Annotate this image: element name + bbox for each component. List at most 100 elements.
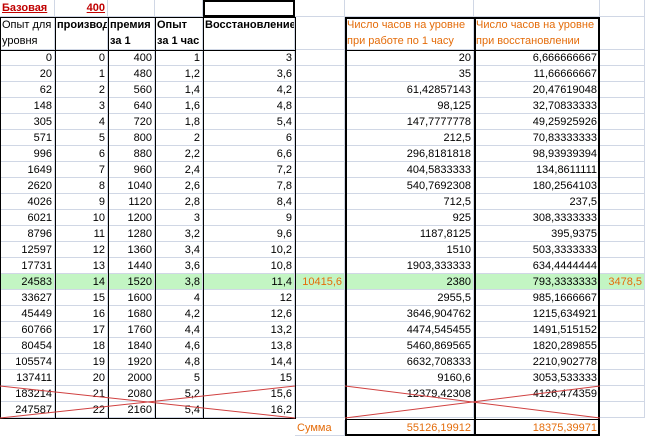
data-cell[interactable]: 3,6 bbox=[155, 258, 203, 274]
data-cell[interactable]: 2,2 bbox=[155, 146, 203, 162]
data-cell[interactable]: 0 bbox=[55, 50, 108, 66]
data-cell[interactable]: 8796 bbox=[0, 226, 55, 242]
data-cell[interactable]: 12597 bbox=[0, 242, 55, 258]
cell[interactable] bbox=[108, 0, 155, 17]
cell[interactable] bbox=[295, 146, 345, 162]
data-cell[interactable]: 1,6 bbox=[155, 98, 203, 114]
cell[interactable] bbox=[600, 66, 645, 82]
data-cell[interactable]: 2620 bbox=[0, 178, 55, 194]
data-cell[interactable]: 237,5 bbox=[474, 194, 600, 210]
data-cell[interactable]: 2080 bbox=[108, 386, 155, 402]
column-header[interactable]: Число часов на уровне при восстановлении bbox=[474, 17, 600, 50]
data-cell[interactable]: 6021 bbox=[0, 210, 55, 226]
cell[interactable] bbox=[295, 258, 345, 274]
cell[interactable] bbox=[600, 50, 645, 66]
cell[interactable] bbox=[295, 226, 345, 242]
data-cell[interactable]: 1,4 bbox=[155, 82, 203, 98]
data-cell[interactable]: 35 bbox=[345, 66, 474, 82]
data-cell[interactable]: 296,8181818 bbox=[345, 146, 474, 162]
data-cell[interactable]: 1491,515152 bbox=[474, 322, 600, 338]
cell[interactable] bbox=[295, 242, 345, 258]
data-cell[interactable]: 24583 bbox=[0, 274, 55, 290]
data-cell[interactable]: 20,47619048 bbox=[474, 82, 600, 98]
cell[interactable] bbox=[600, 162, 645, 178]
column-header[interactable]: Опыт за 1 час bbox=[155, 17, 203, 50]
data-cell[interactable]: 16 bbox=[55, 306, 108, 322]
cell[interactable] bbox=[295, 210, 345, 226]
data-cell[interactable]: 3,4 bbox=[155, 242, 203, 258]
cell[interactable] bbox=[295, 402, 345, 418]
data-cell[interactable]: 4,2 bbox=[155, 306, 203, 322]
data-cell[interactable]: 4126,474359 bbox=[474, 386, 600, 402]
data-cell[interactable]: 9,6 bbox=[203, 226, 295, 242]
data-cell[interactable]: 4,8 bbox=[155, 354, 203, 370]
cell[interactable] bbox=[295, 66, 345, 82]
sum-label[interactable]: Сумма bbox=[295, 420, 345, 436]
data-cell[interactable]: 98,93939394 bbox=[474, 146, 600, 162]
data-cell[interactable]: 1510 bbox=[345, 242, 474, 258]
cell[interactable] bbox=[600, 226, 645, 242]
data-cell[interactable]: 1 bbox=[55, 66, 108, 82]
data-cell[interactable]: 308,3333333 bbox=[474, 210, 600, 226]
cell[interactable] bbox=[600, 82, 645, 98]
data-cell[interactable]: 6,666666667 bbox=[474, 50, 600, 66]
data-cell[interactable]: 1215,634921 bbox=[474, 306, 600, 322]
data-cell[interactable]: 12 bbox=[55, 242, 108, 258]
data-cell[interactable]: 1 bbox=[155, 50, 203, 66]
data-cell[interactable]: 7,8 bbox=[203, 178, 295, 194]
data-cell[interactable]: 49,25925926 bbox=[474, 114, 600, 130]
data-cell[interactable]: 1440 bbox=[108, 258, 155, 274]
data-cell[interactable]: 5 bbox=[155, 370, 203, 386]
data-cell[interactable]: 404,5833333 bbox=[345, 162, 474, 178]
data-cell[interactable]: 571 bbox=[0, 130, 55, 146]
cell[interactable] bbox=[295, 370, 345, 386]
data-cell[interactable]: 305 bbox=[0, 114, 55, 130]
data-cell[interactable]: 3,2 bbox=[155, 226, 203, 242]
data-cell[interactable]: 10,2 bbox=[203, 242, 295, 258]
data-cell[interactable]: 4,6 bbox=[155, 338, 203, 354]
data-cell[interactable]: 12 bbox=[203, 290, 295, 306]
data-cell[interactable]: 15 bbox=[55, 290, 108, 306]
data-cell[interactable]: 21 bbox=[55, 386, 108, 402]
data-cell[interactable]: 2 bbox=[55, 82, 108, 98]
data-cell[interactable]: 9 bbox=[203, 210, 295, 226]
data-cell[interactable]: 1040 bbox=[108, 178, 155, 194]
data-cell[interactable]: 1280 bbox=[108, 226, 155, 242]
data-cell[interactable]: 2955,5 bbox=[345, 290, 474, 306]
column-header[interactable]: Число часов на уровне при работе по 1 ча… bbox=[345, 17, 474, 50]
data-cell[interactable]: 1903,333333 bbox=[345, 258, 474, 274]
cell[interactable] bbox=[295, 0, 345, 17]
data-cell[interactable]: 793,3333333 bbox=[474, 274, 600, 290]
sum-work[interactable]: 55126,19912 bbox=[345, 420, 474, 436]
data-cell[interactable]: 8 bbox=[55, 178, 108, 194]
cell[interactable] bbox=[295, 82, 345, 98]
data-cell[interactable]: 3,6 bbox=[203, 66, 295, 82]
data-cell[interactable]: 10,8 bbox=[203, 258, 295, 274]
data-cell[interactable]: 45449 bbox=[0, 306, 55, 322]
data-cell[interactable]: 70,83333333 bbox=[474, 130, 600, 146]
data-cell[interactable]: 6,6 bbox=[203, 146, 295, 162]
data-cell[interactable]: 60766 bbox=[0, 322, 55, 338]
data-cell[interactable]: 1649 bbox=[0, 162, 55, 178]
cell[interactable] bbox=[295, 114, 345, 130]
cell[interactable] bbox=[600, 114, 645, 130]
data-cell[interactable]: 3 bbox=[203, 50, 295, 66]
cell[interactable] bbox=[345, 0, 474, 17]
data-cell[interactable]: 14,4 bbox=[203, 354, 295, 370]
cell[interactable] bbox=[600, 210, 645, 226]
data-cell[interactable]: 3 bbox=[155, 210, 203, 226]
data-cell[interactable]: 720 bbox=[108, 114, 155, 130]
data-cell[interactable]: 6 bbox=[203, 130, 295, 146]
data-cell[interactable]: 1187,8125 bbox=[345, 226, 474, 242]
data-cell[interactable]: 13 bbox=[55, 258, 108, 274]
cell[interactable] bbox=[295, 50, 345, 66]
data-cell[interactable]: 560 bbox=[108, 82, 155, 98]
cell[interactable] bbox=[295, 194, 345, 210]
data-cell[interactable]: 4,4 bbox=[155, 322, 203, 338]
cell[interactable] bbox=[600, 17, 645, 50]
data-cell[interactable]: 3478,5 bbox=[600, 274, 645, 290]
data-cell[interactable]: 3053,533333 bbox=[474, 370, 600, 386]
data-cell[interactable]: 105574 bbox=[0, 354, 55, 370]
data-cell[interactable]: 4474,545455 bbox=[345, 322, 474, 338]
data-cell[interactable]: 1600 bbox=[108, 290, 155, 306]
